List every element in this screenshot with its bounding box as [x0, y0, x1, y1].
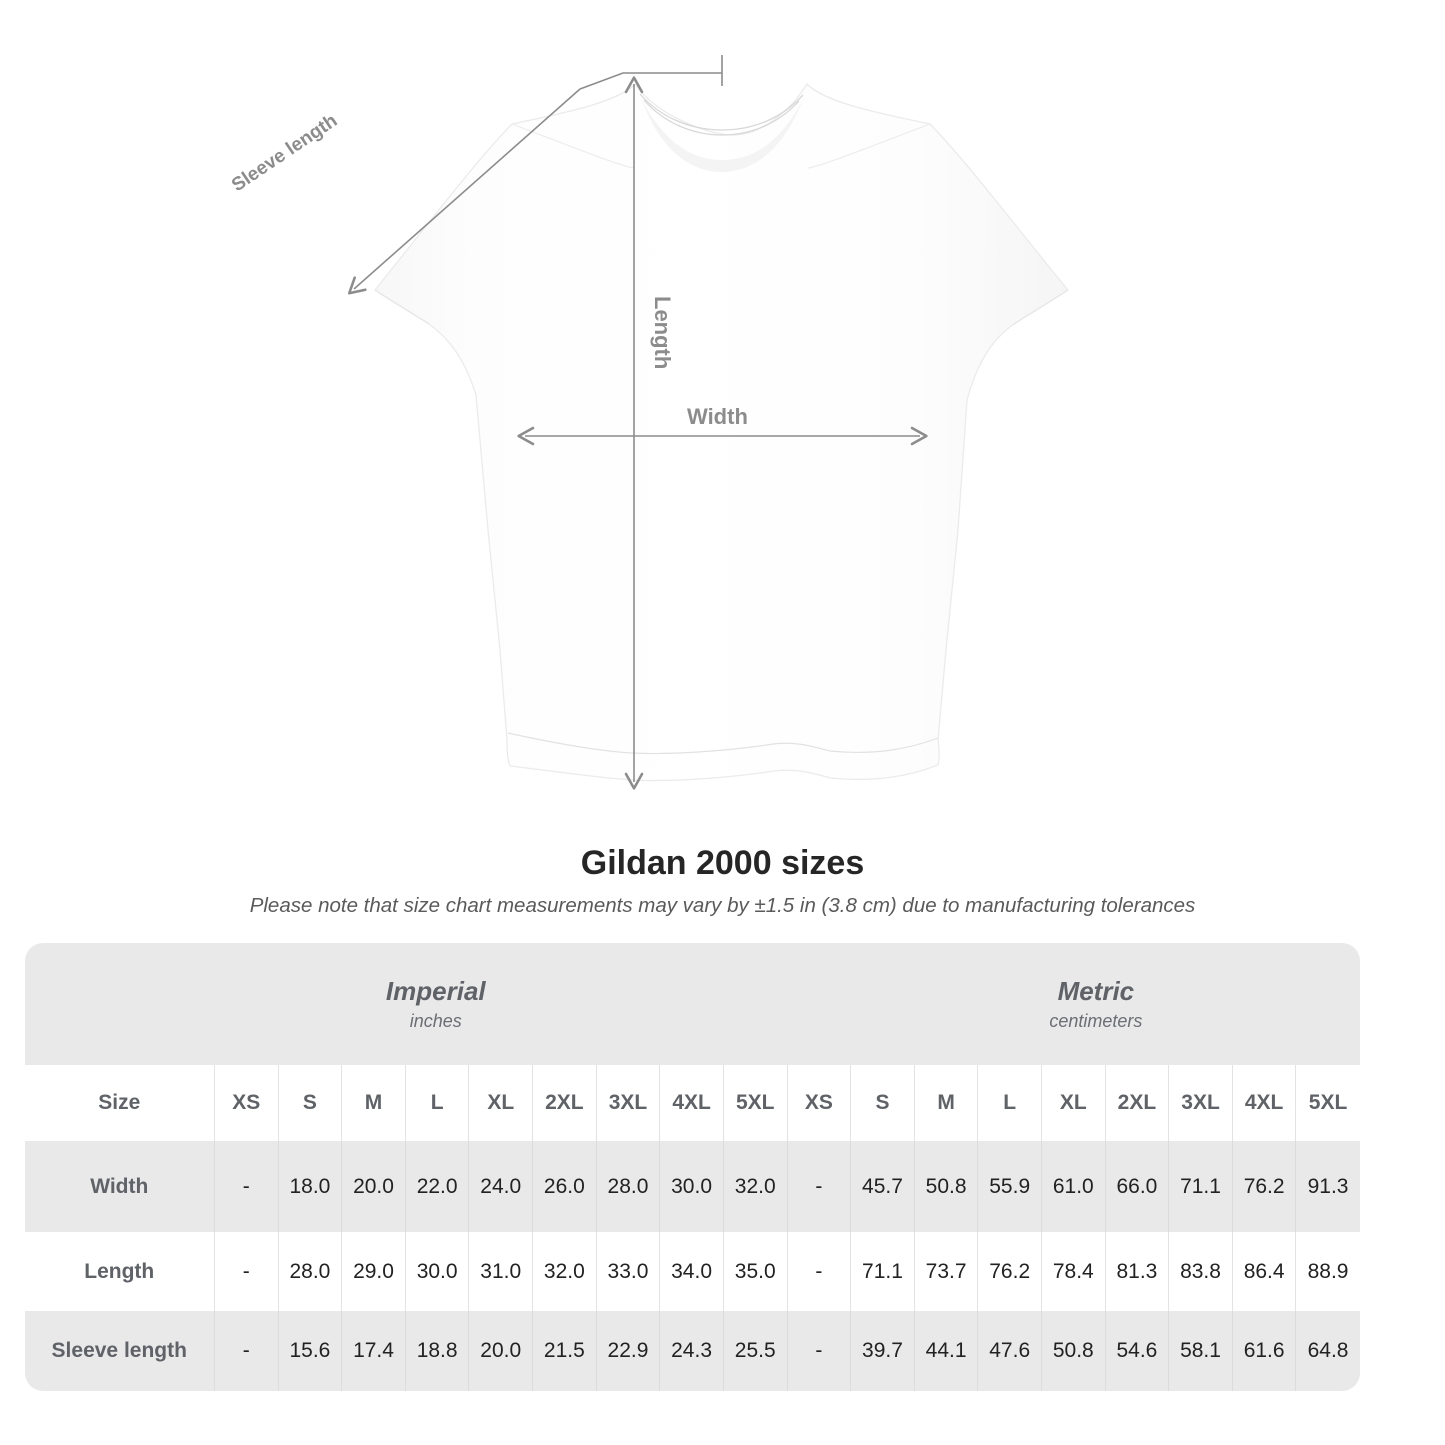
svg-text:Length: Length [650, 296, 675, 369]
svg-text:Width: Width [687, 404, 748, 429]
svg-text:Sleeve length: Sleeve length [228, 110, 341, 196]
